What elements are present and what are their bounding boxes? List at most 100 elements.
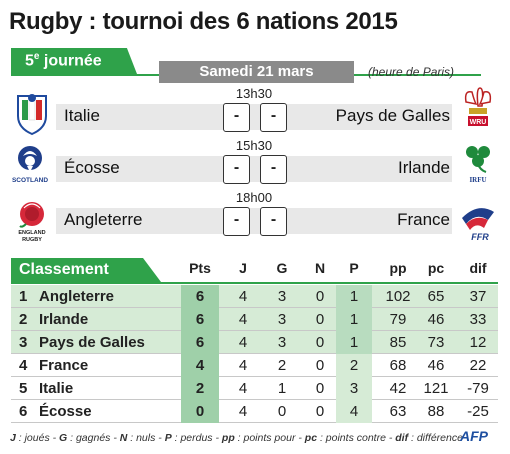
pp-cell: 102 bbox=[385, 288, 411, 305]
home-score: - bbox=[223, 207, 250, 236]
pc-cell: 121 bbox=[423, 380, 449, 397]
p-cell: 3 bbox=[349, 380, 359, 397]
points-value: 2 bbox=[195, 380, 205, 397]
n-cell: 0 bbox=[315, 403, 325, 420]
timezone-note: (heure de Paris) bbox=[368, 65, 455, 79]
away-score: - bbox=[260, 103, 287, 132]
italy-federation-logo-icon bbox=[17, 94, 47, 136]
pc-cell: 46 bbox=[427, 311, 445, 328]
p-cell: 1 bbox=[349, 288, 359, 305]
legend-text: : points pour - bbox=[234, 432, 305, 444]
standings-header: Classement Pts J G N P pp pc dif bbox=[11, 258, 498, 282]
points-value: 6 bbox=[195, 311, 205, 328]
j-cell: 4 bbox=[238, 334, 248, 351]
j-cell: 4 bbox=[238, 288, 248, 305]
dif-cell: -25 bbox=[467, 403, 489, 420]
dif-cell: 33 bbox=[469, 311, 487, 328]
pc-cell: 65 bbox=[427, 288, 445, 305]
table-row: 2 5 Italie 4 1 0 3 42 121 -79 bbox=[11, 377, 498, 400]
standings-label: Classement bbox=[11, 258, 161, 282]
round-number: 5 bbox=[25, 52, 34, 70]
away-score: - bbox=[260, 155, 287, 184]
page-title: Rugby : tournoi des 6 nations 2015 bbox=[9, 8, 398, 35]
team-cell: Écosse bbox=[39, 403, 92, 420]
points-value: 4 bbox=[195, 357, 205, 374]
col-g: G bbox=[276, 260, 288, 276]
afp-logo: AFP bbox=[460, 428, 488, 444]
pp-cell: 63 bbox=[389, 403, 407, 420]
points-cell: 0 bbox=[181, 400, 219, 423]
dif-cell: 22 bbox=[469, 357, 487, 374]
away-team: France bbox=[397, 210, 450, 229]
team-cell: Italie bbox=[39, 380, 74, 397]
dif-cell: -79 bbox=[467, 380, 489, 397]
legend-key: N bbox=[119, 432, 128, 444]
legend-footer: J : joués - G : gagnés - N : nuls - P : … bbox=[10, 432, 463, 444]
n-cell: 0 bbox=[315, 334, 325, 351]
match-bar bbox=[56, 104, 452, 130]
lost-cell-bg bbox=[336, 354, 372, 377]
wales-wru-logo-icon: WRU bbox=[464, 87, 492, 126]
legend-key: dif bbox=[395, 432, 409, 444]
pp-cell: 85 bbox=[389, 334, 407, 351]
col-j: J bbox=[239, 260, 247, 276]
england-rose-logo-icon: ENGLAND RUGBY bbox=[18, 202, 46, 243]
lost-cell-bg bbox=[336, 308, 372, 331]
points-cell: 6 bbox=[181, 331, 219, 354]
round-sup: e bbox=[33, 51, 40, 62]
col-p: P bbox=[349, 260, 359, 276]
away-team: Pays de Galles bbox=[335, 106, 450, 125]
n-cell: 0 bbox=[315, 357, 325, 374]
points-value: 6 bbox=[195, 288, 205, 305]
team-cell: Irlande bbox=[39, 311, 89, 328]
j-cell: 4 bbox=[238, 357, 248, 374]
kickoff-time: 13h30 bbox=[235, 86, 273, 101]
lost-cell-bg bbox=[336, 400, 372, 423]
kickoff-time: 15h30 bbox=[235, 138, 273, 153]
france-ffr-logo-icon: FFR bbox=[462, 208, 494, 242]
round-tag: 5e journée bbox=[11, 48, 137, 74]
points-cell: 6 bbox=[181, 308, 219, 331]
rank-cell: 6 bbox=[19, 403, 28, 420]
lost-cell-bg bbox=[336, 285, 372, 308]
legend-text: : perdus - bbox=[171, 432, 222, 444]
dif-cell: 37 bbox=[469, 288, 487, 305]
rank-cell: 4 bbox=[19, 357, 28, 374]
points-value: 0 bbox=[195, 403, 205, 420]
away-score: - bbox=[260, 207, 287, 236]
table-row: 6 3 Pays de Galles 4 3 0 1 85 73 12 bbox=[11, 331, 498, 354]
legend-text: : points contre - bbox=[317, 432, 396, 444]
col-pc: pc bbox=[427, 260, 445, 276]
match-date: Samedi 21 mars bbox=[159, 61, 354, 83]
ffr-label: FFR bbox=[471, 232, 489, 242]
legend-text: : nuls - bbox=[127, 432, 165, 444]
p-cell: 2 bbox=[349, 357, 359, 374]
team-cell: Pays de Galles bbox=[39, 334, 145, 351]
g-cell: 3 bbox=[277, 288, 287, 305]
table-row: 4 4 France 4 2 0 2 68 46 22 bbox=[11, 354, 498, 377]
legend-key: J bbox=[10, 432, 16, 444]
g-cell: 0 bbox=[277, 403, 287, 420]
rank-cell: 3 bbox=[19, 334, 28, 351]
p-cell: 4 bbox=[349, 403, 359, 420]
g-cell: 3 bbox=[277, 311, 287, 328]
match-bar bbox=[56, 208, 452, 234]
pc-cell: 88 bbox=[427, 403, 445, 420]
legend-text: : joués - bbox=[15, 432, 60, 444]
pp-cell: 68 bbox=[389, 357, 407, 374]
lost-cell-bg bbox=[336, 377, 372, 400]
rank-cell: 1 bbox=[19, 288, 28, 305]
england-rugby-label: RUGBY bbox=[22, 237, 42, 243]
g-cell: 1 bbox=[277, 380, 287, 397]
pc-cell: 73 bbox=[427, 334, 445, 351]
away-team: Irlande bbox=[398, 158, 450, 177]
home-score: - bbox=[223, 155, 250, 184]
g-cell: 3 bbox=[277, 334, 287, 351]
round-label: journée bbox=[39, 52, 102, 70]
match-card: 15h30 Écosse Irlande - - SCOTLAND IRFU bbox=[0, 138, 510, 184]
col-n: N bbox=[314, 260, 326, 276]
table-row: 6 1 Angleterre 4 3 0 1 102 65 37 bbox=[11, 285, 498, 308]
n-cell: 0 bbox=[315, 288, 325, 305]
match-card: 18h00 Angleterre France - - ENGLAND RUGB… bbox=[0, 190, 510, 243]
team-cell: France bbox=[39, 357, 89, 374]
